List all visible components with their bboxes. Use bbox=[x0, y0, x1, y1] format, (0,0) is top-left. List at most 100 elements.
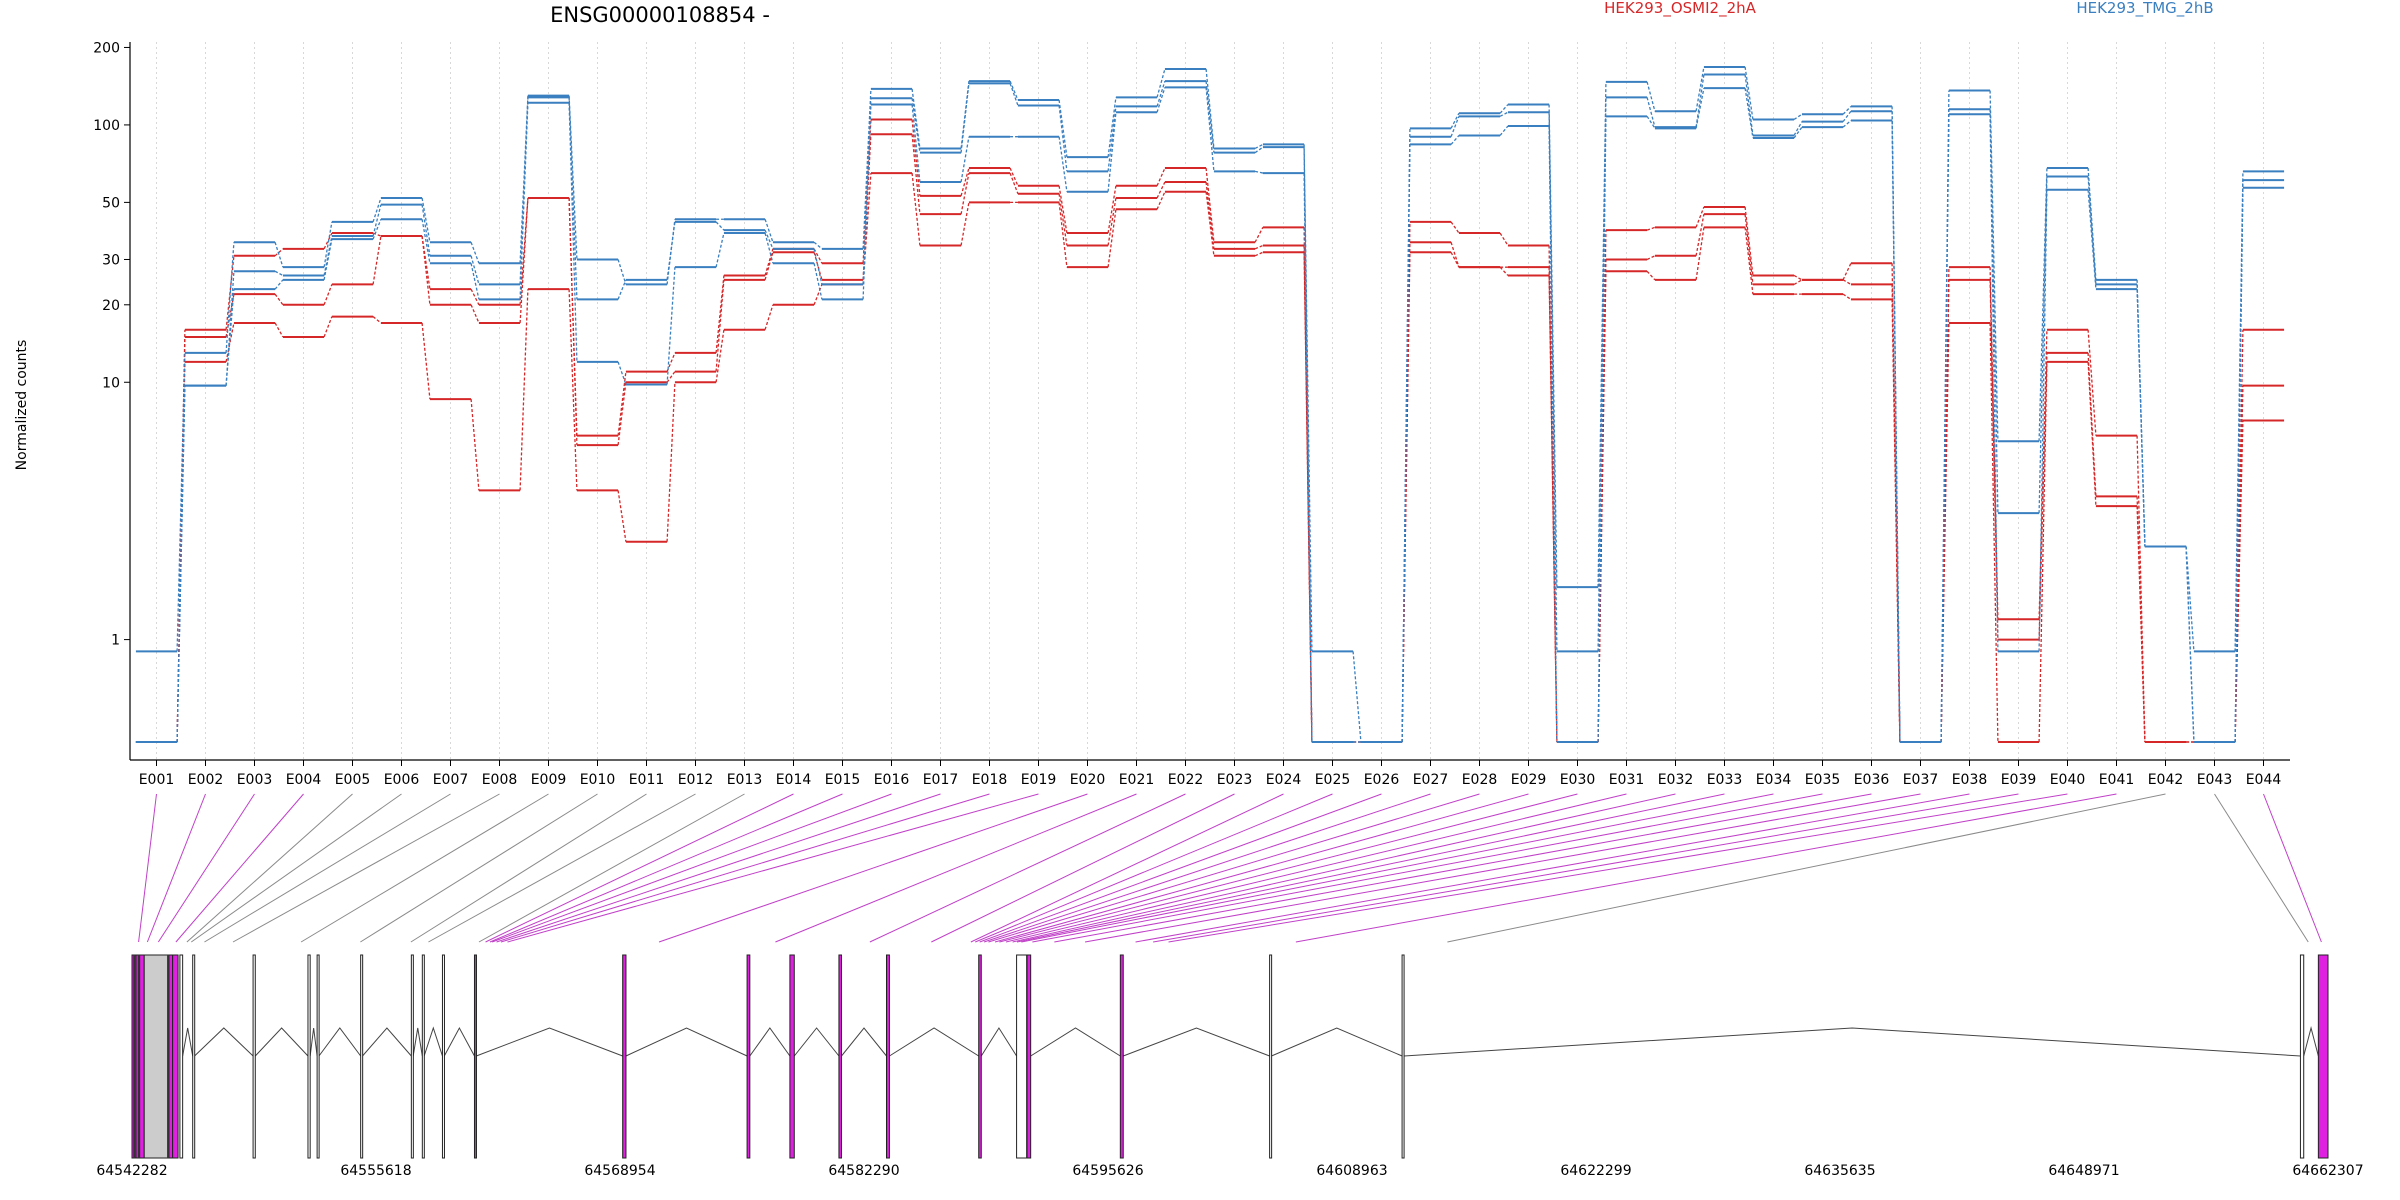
connector-E032 bbox=[1012, 793, 1676, 943]
series-connector bbox=[1646, 115, 1656, 129]
connector-E009 bbox=[300, 793, 549, 943]
series-connector bbox=[2234, 385, 2244, 743]
connector-E017 bbox=[496, 793, 941, 943]
xtick-label-E017: E017 bbox=[923, 772, 959, 788]
series-connector bbox=[1499, 111, 1509, 117]
series-layer bbox=[135, 65, 2285, 743]
series-connector bbox=[470, 242, 480, 264]
series-connector bbox=[813, 248, 823, 285]
series-HEK293_TMG_2hB-3 bbox=[135, 65, 2285, 743]
series-connector bbox=[1499, 104, 1509, 114]
series-connector bbox=[715, 232, 725, 268]
series-connector bbox=[1254, 227, 1264, 243]
series-connector bbox=[274, 322, 284, 338]
series-connector bbox=[2038, 176, 2048, 514]
series-connector bbox=[1303, 252, 1313, 743]
intron-line bbox=[412, 1027, 423, 1057]
series-connector bbox=[225, 289, 235, 386]
series-connector bbox=[225, 322, 235, 363]
series-connector bbox=[1842, 105, 1852, 115]
intron-line bbox=[254, 1027, 309, 1057]
series-connector bbox=[2038, 352, 2048, 640]
series-connector bbox=[176, 385, 186, 743]
ytick-label: 50 bbox=[102, 195, 120, 211]
series-connector bbox=[764, 219, 774, 243]
series-connector bbox=[1842, 293, 1852, 300]
series-connector bbox=[225, 242, 235, 353]
series-connector bbox=[519, 197, 529, 305]
xtick-label-E014: E014 bbox=[776, 772, 812, 788]
series-connector bbox=[862, 104, 872, 300]
exon-dark-band bbox=[137, 955, 140, 1158]
exon-block bbox=[441, 954, 445, 1159]
series-connector bbox=[1793, 126, 1803, 139]
exon-block bbox=[179, 954, 184, 1159]
series-connector bbox=[911, 172, 921, 246]
series-connector bbox=[2234, 187, 2244, 743]
series-connector bbox=[2087, 329, 2097, 436]
series-connector bbox=[1891, 299, 1901, 743]
series-connector bbox=[1744, 74, 1754, 136]
intron-line bbox=[476, 1027, 623, 1057]
connector-E002 bbox=[146, 793, 206, 943]
series-connector bbox=[1107, 112, 1117, 192]
series-connector bbox=[715, 275, 725, 354]
connector-E035 bbox=[1032, 793, 1823, 943]
ytick-label: 1 bbox=[111, 633, 120, 649]
series-connector bbox=[2185, 546, 2195, 743]
series-connector bbox=[911, 134, 921, 215]
connector-E038 bbox=[1135, 793, 1970, 943]
ytick-label: 20 bbox=[102, 298, 120, 314]
xtick-label-E042: E042 bbox=[2148, 772, 2184, 788]
exon-block bbox=[746, 954, 751, 1159]
intron-line bbox=[182, 1027, 194, 1057]
connector-E028 bbox=[988, 793, 1480, 943]
series-connector bbox=[1646, 81, 1656, 112]
connector-E014 bbox=[485, 793, 794, 943]
gene-model bbox=[131, 954, 2329, 1159]
series-connector bbox=[1058, 105, 1068, 172]
series-connector bbox=[1793, 279, 1803, 285]
connector-E004 bbox=[175, 793, 304, 943]
series-connector bbox=[666, 352, 676, 372]
xtick-label-E001: E001 bbox=[139, 772, 175, 788]
intron-line bbox=[980, 1027, 1018, 1057]
series-connector bbox=[1009, 80, 1019, 101]
coord-label: 64595626 bbox=[1072, 1163, 1143, 1179]
connector-E016 bbox=[491, 793, 892, 943]
series-connector bbox=[764, 232, 774, 264]
connector-E041 bbox=[1295, 793, 2117, 943]
series-connector bbox=[372, 204, 382, 237]
series-connector bbox=[421, 235, 431, 290]
series-connector bbox=[2136, 289, 2146, 547]
connector-E007 bbox=[204, 793, 451, 943]
series-connector bbox=[421, 219, 431, 264]
xtick-label-E030: E030 bbox=[1560, 772, 1596, 788]
connector-E019 bbox=[507, 793, 1039, 943]
exon-block bbox=[978, 954, 982, 1159]
series-connector bbox=[1842, 279, 1852, 285]
exon-block bbox=[1026, 954, 1032, 1159]
xtick-label-E027: E027 bbox=[1413, 772, 1449, 788]
series-connector bbox=[568, 102, 578, 362]
xtick-label-E028: E028 bbox=[1462, 772, 1498, 788]
series-connector bbox=[862, 173, 872, 285]
series-connector bbox=[1793, 113, 1803, 121]
xtick-label-E016: E016 bbox=[874, 772, 910, 788]
connector-E025 bbox=[975, 793, 1333, 943]
connector-E005 bbox=[186, 793, 353, 943]
exon-block bbox=[1401, 954, 1405, 1159]
connector-E026 bbox=[979, 793, 1382, 943]
xtick-label-E008: E008 bbox=[482, 772, 518, 788]
series-connector bbox=[1254, 143, 1264, 150]
connector-E012 bbox=[428, 793, 696, 943]
series-connector bbox=[1107, 106, 1117, 172]
series-connector bbox=[617, 371, 627, 436]
series-connector bbox=[1058, 136, 1068, 192]
series-connector bbox=[1401, 252, 1411, 743]
connector-E029 bbox=[994, 793, 1529, 943]
series-connector bbox=[1499, 232, 1509, 246]
series-connector bbox=[1156, 80, 1166, 107]
intron-line bbox=[194, 1027, 254, 1057]
